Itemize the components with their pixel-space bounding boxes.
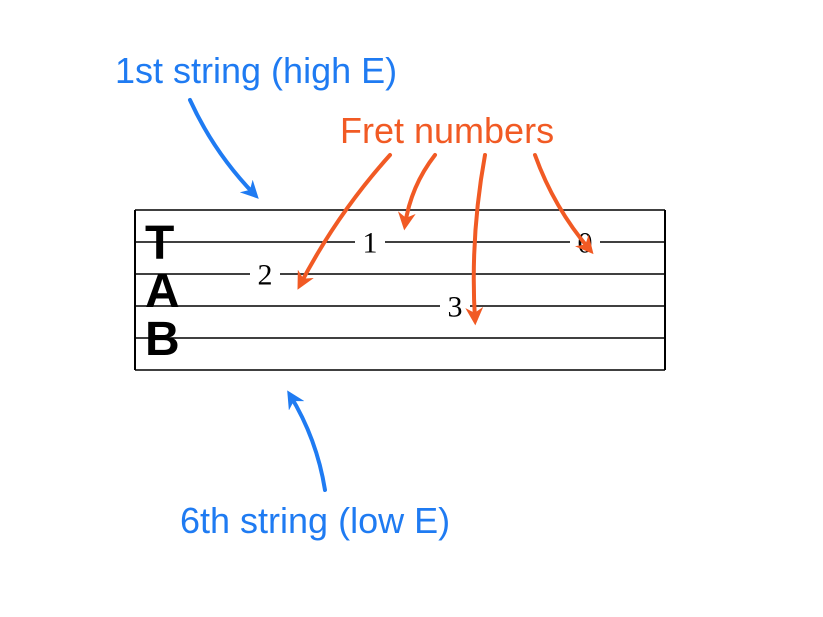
tab-staff: TAB2130 <box>135 210 665 370</box>
callout-arrow <box>190 100 255 195</box>
tab-letter: B <box>145 313 180 366</box>
fret-number: 1 <box>363 227 378 260</box>
fret-number: 2 <box>258 259 273 292</box>
diagram-svg: TAB2130 <box>0 0 823 617</box>
fret-number: 3 <box>448 291 463 324</box>
callout-arrow <box>405 155 435 225</box>
callout-arrow <box>300 155 390 285</box>
tab-letter: T <box>145 217 174 270</box>
diagram-canvas: 1st string (high E) Fret numbers 6th str… <box>0 0 823 617</box>
callout-arrow <box>290 395 325 490</box>
tab-letter: A <box>145 265 180 318</box>
callout-arrow <box>474 155 485 320</box>
arrows <box>190 100 590 490</box>
